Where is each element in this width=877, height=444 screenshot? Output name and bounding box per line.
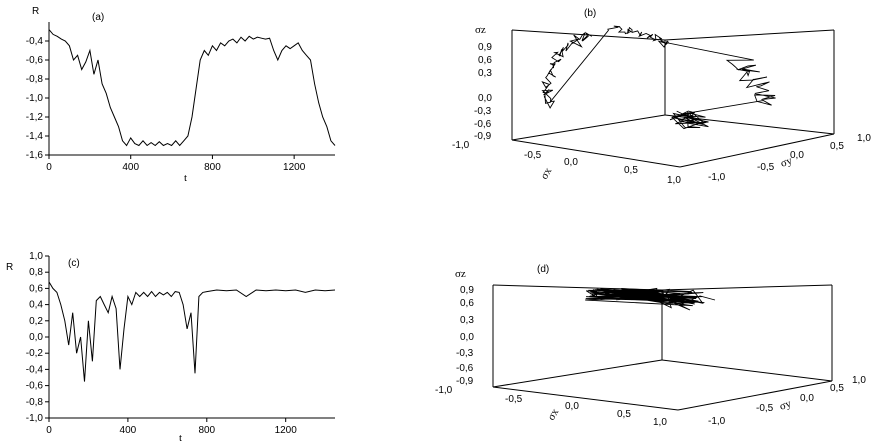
- panel-d-ztick: 0,3: [460, 315, 474, 326]
- panel-a-ytick-label: -0,6: [26, 55, 44, 66]
- panel-c-ytick-label: -0,4: [26, 364, 44, 375]
- panel-b-trajectory: [541, 25, 776, 130]
- panel-d-xtick: -0,5: [505, 394, 523, 405]
- panel-c: (c) R t -1,0 -0,8 -0,6 -0,4 -0,2 0,0 0,2 0,4 0,6…: [6, 251, 336, 444]
- panel-d-xtick: 0,0: [565, 401, 579, 412]
- panel-a-ytick-label: -1,4: [26, 131, 44, 142]
- panel-b-ylabel: σy: [779, 154, 794, 169]
- panel-a-ytick-label: -0,4: [26, 36, 44, 47]
- panel-b-back-top-edge-2: [664, 29, 835, 41]
- panel-d-ztick: -0,3: [456, 348, 474, 359]
- panel-b-xtick: 1,0: [667, 175, 681, 186]
- panel-b-ztick: 0,9: [478, 42, 492, 53]
- panel-a-ytick-label: -1,0: [26, 93, 44, 104]
- panel-b-ytick: 0,5: [830, 141, 844, 152]
- panel-c-ytick-label: -1,0: [26, 413, 44, 424]
- panel-a-ytick-label: -1,6: [26, 150, 44, 161]
- panel-b-ztick: 0,0: [478, 93, 492, 104]
- panel-c-series-line: [48, 281, 336, 382]
- panel-d-ytick: -1,0: [708, 416, 726, 427]
- panel-b-xlabel: σx: [538, 165, 554, 181]
- panel-b-xtick: -1,0: [452, 140, 470, 151]
- panel-d-ytick: -0,5: [756, 403, 774, 414]
- panel-d-ztick: 0,9: [460, 285, 474, 296]
- panel-b-ytick: -0,5: [757, 162, 775, 173]
- panel-d-floor-edge-2: [661, 359, 833, 382]
- panel-a-ytick-label: -0,8: [26, 74, 44, 85]
- panel-b: (b) σz 0,9 0,6 0,3 0,0 -0,3 -0,6 -0,9 -1…: [452, 8, 871, 186]
- panel-b-x-axis: [511, 139, 681, 168]
- panel-c-ytick-label: 0,4: [29, 300, 43, 311]
- panel-c-ytick-label: 1,0: [29, 251, 43, 262]
- panel-c-xlabel: t: [179, 432, 182, 444]
- panel-d-ztick: 0,6: [460, 298, 474, 309]
- panel-c-xtick-label: 1200: [275, 425, 298, 436]
- panel-c-ytick-label: -0,8: [26, 397, 44, 408]
- panel-a-ylabel: R: [32, 6, 39, 17]
- panel-d-y-axis: [677, 380, 833, 411]
- panel-d-ztick: -0,6: [456, 363, 474, 374]
- panel-d-ytick: 0,5: [830, 383, 844, 394]
- panel-b-label: (b): [584, 8, 596, 19]
- panel-d-floor-edge: [492, 359, 663, 388]
- panel-d: (d) σz 0,9 0,6 0,3 0,0 -0,3 -0,6 -0,9 -1…: [435, 264, 866, 428]
- panel-a-label: (a): [92, 12, 104, 23]
- panel-b-floor-edge: [511, 114, 666, 141]
- panel-a-series-line: [48, 29, 336, 147]
- panel-d-xtick: -1,0: [435, 385, 453, 396]
- panel-a-xlabel: t: [184, 172, 187, 184]
- panel-a-xtick-label: 0: [46, 162, 52, 173]
- panel-c-ytick-label: -0,6: [26, 381, 44, 392]
- panel-c-ylabel: R: [6, 262, 13, 273]
- panel-a-xtick-label: 1200: [283, 162, 306, 173]
- panel-c-ytick-label: 0,0: [29, 332, 43, 343]
- panel-b-ytick: 1,0: [857, 133, 871, 144]
- panel-d-ztick: -0,9: [456, 376, 474, 387]
- panel-c-xtick-label: 800: [198, 425, 215, 436]
- panel-d-back-top-edge-2: [661, 284, 833, 291]
- panel-b-y-axis: [679, 133, 835, 168]
- panel-d-ytick: 1,0: [852, 375, 866, 386]
- panel-c-label: (c): [68, 258, 80, 269]
- panel-d-xtick: 0,5: [617, 409, 631, 420]
- panel-b-xtick: -0,5: [524, 150, 542, 161]
- panel-d-ztick: 0,0: [460, 332, 474, 343]
- panel-b-xtick: 0,0: [564, 157, 578, 168]
- panel-b-ztick: -0,9: [474, 131, 492, 142]
- panel-b-back-top-edge: [511, 29, 666, 41]
- panel-c-ytick-label: 0,8: [29, 267, 43, 278]
- panel-d-x-axis: [492, 386, 679, 411]
- panel-d-label: (d): [537, 264, 549, 275]
- panel-b-ztick: -0,6: [474, 119, 492, 130]
- panel-d-trajectory: [585, 287, 716, 311]
- panel-a-xtick-label: 800: [204, 162, 221, 173]
- panel-c-ytick-label: 0,2: [29, 316, 43, 327]
- panel-d-xtick: 1,0: [653, 417, 667, 428]
- panel-c-ytick-label: -0,2: [26, 348, 44, 359]
- panel-b-ztick: 0,6: [478, 55, 492, 66]
- panel-a-ytick-label: -1,2: [26, 112, 44, 123]
- panel-d-ylabel: σy: [778, 397, 793, 412]
- panel-d-ytick: 0,0: [800, 393, 814, 404]
- panel-b-ztick: 0,3: [478, 68, 492, 79]
- panel-b-ztick: -0,3: [474, 106, 492, 117]
- panel-a: (a) R t -1,6 -1,4 -1,2 -1,0 -0,8 -0,6 -0,4 0 40…: [26, 6, 336, 184]
- panel-b-ytick: -1,0: [708, 172, 726, 183]
- panel-b-zlabel: σz: [475, 24, 486, 36]
- panel-b-ytick: 0,0: [790, 150, 804, 161]
- panel-c-xtick-label: 400: [120, 425, 137, 436]
- panel-a-xtick-label: 400: [122, 162, 139, 173]
- panel-b-xtick: 0,5: [624, 165, 638, 176]
- panel-c-ytick-label: 0,6: [29, 283, 43, 294]
- panel-d-zlabel: σz: [455, 268, 466, 280]
- panel-d-xlabel: σx: [545, 406, 561, 422]
- panel-c-xtick-label: 0: [46, 425, 52, 436]
